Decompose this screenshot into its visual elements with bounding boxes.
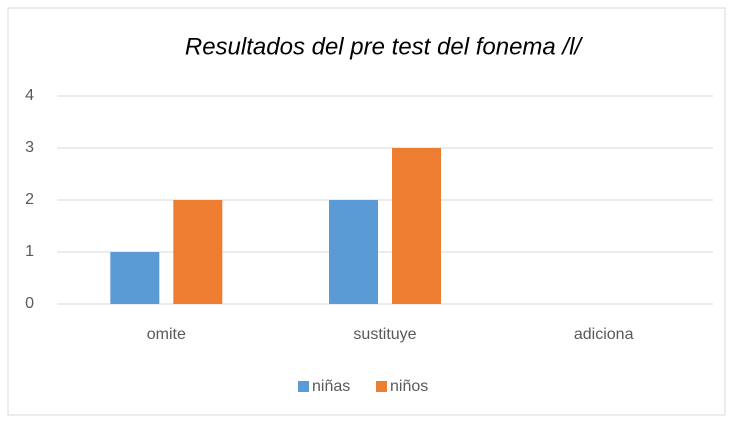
- bar: [110, 252, 160, 304]
- legend-swatch: [298, 381, 309, 392]
- chart-title: Resultados del pre test del fonema /l/: [185, 33, 584, 60]
- legend-swatch: [376, 381, 387, 392]
- legend-label: niñas: [312, 378, 350, 395]
- bar: [329, 200, 378, 304]
- y-tick-label: 4: [25, 87, 34, 104]
- legend-label: niños: [390, 378, 428, 395]
- x-tick-label: adiciona: [574, 326, 634, 343]
- bar: [173, 200, 223, 304]
- y-tick-label: 3: [25, 139, 34, 156]
- y-tick-label: 1: [25, 243, 34, 260]
- y-tick-label: 0: [25, 295, 34, 312]
- y-tick-label: 2: [25, 191, 34, 208]
- x-tick-label: omite: [147, 326, 186, 343]
- bar: [392, 148, 441, 304]
- x-tick-label: sustituye: [353, 326, 416, 343]
